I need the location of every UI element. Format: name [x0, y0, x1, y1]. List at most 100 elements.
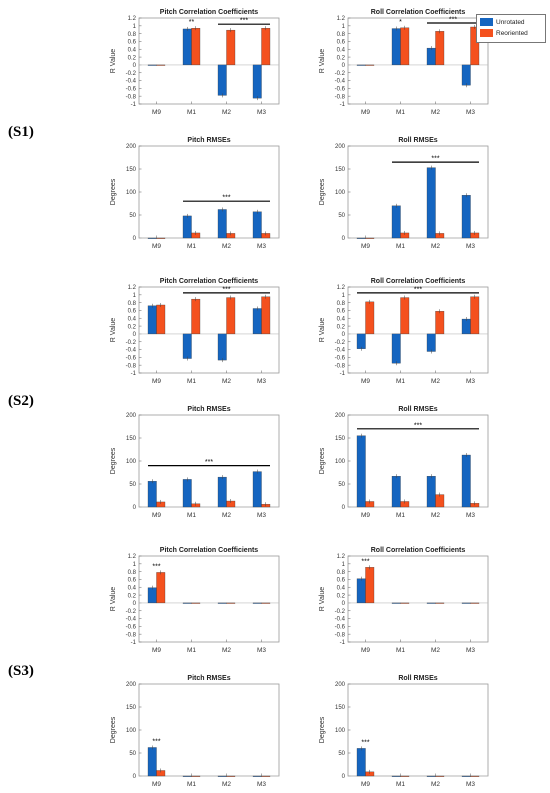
y-tick-label: 150	[126, 436, 137, 442]
bar-unrotated-m3	[252, 471, 262, 508]
x-tick-label: M2	[222, 512, 231, 519]
legend-swatch-reoriented	[480, 29, 493, 38]
y-tick-label: 150	[126, 167, 137, 173]
x-tick-label: M2	[431, 781, 440, 788]
y-tick-label: 100	[335, 190, 346, 196]
legend-swatch-unrotated	[480, 18, 493, 27]
bar-unrotated-m9	[356, 435, 366, 508]
bar-unrotated-m2	[217, 333, 227, 361]
y-tick-label: -1	[340, 640, 346, 646]
y-tick-label: -0.2	[126, 71, 137, 77]
bar-reoriented-m9	[365, 301, 375, 335]
y-tick-label: 100	[126, 190, 137, 196]
y-tick-label: 200	[335, 144, 346, 150]
y-axis-label: R Value	[319, 318, 326, 342]
x-tick-label: M3	[257, 512, 266, 519]
x-tick-label: M1	[187, 109, 196, 116]
chart-panel-12: Roll RMSEs Degrees 0 50 100 150 200 M9 M1 M2 M3 ***	[319, 675, 489, 788]
bar-unrotated-m9	[356, 578, 366, 604]
chart-panel-3: Pitch RMSEs Degrees 0 50 100 150 200 M9 M1 M2 M3 **…	[110, 137, 280, 250]
x-tick-label: M1	[396, 647, 405, 654]
bar-unrotated-m9	[147, 481, 157, 508]
y-tick-label: 0	[342, 236, 346, 242]
bar-unrotated-m1	[182, 215, 192, 239]
y-tick-label: 1.2	[337, 16, 346, 22]
y-tick-label: -0.4	[335, 617, 346, 623]
y-tick-label: 1	[342, 24, 346, 30]
x-tick-label: M9	[152, 647, 161, 654]
significance-label: *	[399, 19, 402, 26]
bar-reoriented-m9	[365, 64, 375, 66]
bar-unrotated-m3	[461, 195, 471, 239]
y-tick-label: 0.4	[128, 316, 137, 322]
y-tick-label: 1	[342, 293, 346, 299]
x-tick-label: M2	[431, 647, 440, 654]
x-tick-label: M3	[466, 512, 475, 519]
bar-unrotated-m1	[182, 602, 192, 604]
y-tick-label: -0.6	[335, 356, 346, 362]
bar-unrotated-m3	[252, 211, 262, 239]
significance-label: ***	[414, 286, 422, 293]
y-tick-label: 0	[342, 601, 346, 607]
significance-label: ***	[449, 16, 457, 23]
y-tick-label: 0.8	[337, 301, 346, 307]
bar-reoriented-m1	[400, 27, 410, 66]
plot-frame	[138, 286, 280, 374]
y-tick-label: -0.8	[126, 94, 137, 100]
y-tick-label: 0	[133, 774, 137, 780]
chart-title: Roll RMSEs	[398, 406, 437, 413]
y-tick-label: -0.6	[126, 87, 137, 93]
y-tick-label: -0.2	[126, 609, 137, 615]
bar-unrotated-m1	[391, 602, 401, 604]
y-tick-label: -0.4	[126, 348, 137, 354]
y-tick-label: 100	[335, 728, 346, 734]
x-tick-label: M3	[466, 109, 475, 116]
plot-frame	[138, 683, 280, 777]
bar-reoriented-m1	[400, 775, 410, 777]
bar-reoriented-m1	[191, 602, 201, 604]
y-tick-label: 0.4	[337, 585, 346, 591]
x-tick-label: M2	[431, 378, 440, 385]
y-tick-label: 0.2	[337, 55, 346, 61]
y-tick-label: -1	[131, 371, 137, 377]
bar-unrotated-m3	[252, 308, 262, 335]
bar-reoriented-m2	[226, 297, 236, 335]
y-tick-label: 0.6	[128, 40, 137, 46]
bar-unrotated-m3	[461, 775, 471, 777]
significance-label: ***	[361, 558, 369, 565]
bar-unrotated-m9	[356, 333, 366, 349]
chart-title: Pitch Correlation Coefficients	[160, 547, 259, 554]
x-tick-label: M9	[361, 109, 370, 116]
x-tick-label: M1	[396, 378, 405, 385]
plot-frame	[347, 683, 489, 777]
bar-reoriented-m9	[156, 572, 166, 604]
y-tick-label: 50	[338, 751, 345, 757]
bar-unrotated-m9	[356, 64, 366, 66]
bar-unrotated-m2	[426, 775, 436, 777]
section-label-s2: (S2)	[8, 393, 34, 409]
bar-reoriented-m2	[226, 602, 236, 604]
chart-title: Roll RMSEs	[398, 137, 437, 144]
y-tick-label: 0.4	[128, 47, 137, 53]
x-tick-label: M3	[466, 243, 475, 250]
chart-panel-8: Roll RMSEs Degrees 0 50 100 150 200 M9 M1 M2 M3 ***	[319, 406, 489, 519]
legend-label-unrotated: Unrotated	[496, 19, 525, 26]
chart-panel-6: Roll Correlation Coefficients R Value -1 -0…	[319, 278, 489, 385]
plot-frame	[347, 286, 489, 374]
bar-reoriented-m3	[261, 775, 271, 777]
y-tick-label: -0.4	[335, 79, 346, 85]
y-tick-label: 50	[338, 482, 345, 488]
y-tick-label: -0.8	[335, 94, 346, 100]
y-tick-label: -0.6	[335, 625, 346, 631]
bar-reoriented-m2	[226, 29, 236, 66]
x-tick-label: M1	[396, 243, 405, 250]
chart-title: Pitch RMSEs	[187, 137, 230, 144]
bar-reoriented-m1	[400, 602, 410, 604]
bar-unrotated-m1	[391, 476, 401, 508]
bar-unrotated-m2	[217, 775, 227, 777]
chart-title: Pitch RMSEs	[187, 406, 230, 413]
bar-unrotated-m3	[461, 318, 471, 335]
bar-reoriented-m3	[470, 602, 480, 604]
bar-unrotated-m2	[426, 602, 436, 604]
x-tick-label: M3	[257, 647, 266, 654]
